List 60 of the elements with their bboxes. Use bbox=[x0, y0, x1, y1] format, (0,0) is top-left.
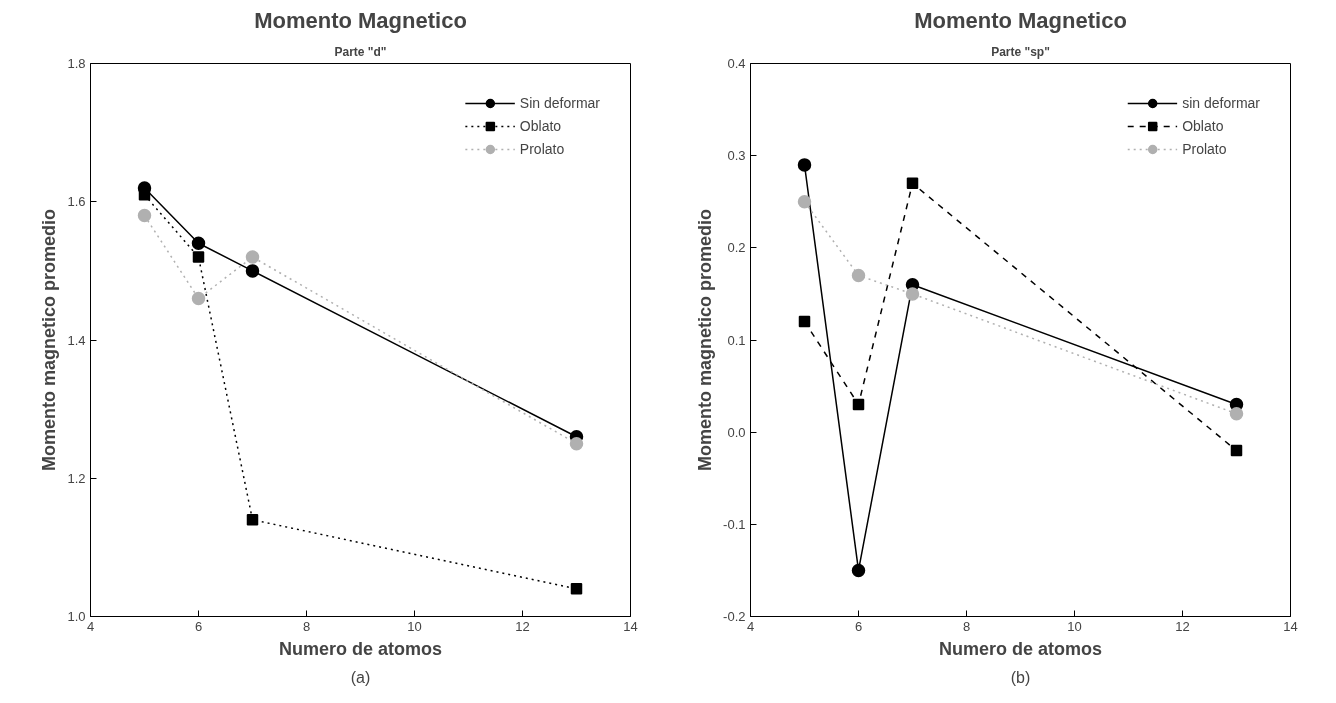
x-tick-label: 14 bbox=[623, 618, 638, 634]
point bbox=[138, 189, 151, 201]
y-tick-label: 1.4 bbox=[67, 332, 86, 348]
y-tick-label: 0.1 bbox=[727, 332, 746, 348]
chart-title: Momento Magnetico bbox=[254, 7, 467, 33]
point bbox=[851, 268, 866, 283]
y-tick-label: 1.8 bbox=[67, 56, 86, 71]
x-tick-label: 12 bbox=[1175, 618, 1190, 634]
point bbox=[797, 195, 812, 209]
y-axis-title: Momento magnetico promedio bbox=[695, 208, 716, 472]
point bbox=[246, 513, 259, 526]
text: (b) bbox=[1010, 668, 1031, 686]
point bbox=[191, 291, 206, 306]
y-tick-label: 0.0 bbox=[727, 424, 746, 440]
y-tick-label: 1.2 bbox=[67, 470, 86, 486]
point bbox=[192, 251, 205, 263]
legend-label: Sin deformar bbox=[519, 95, 600, 111]
point bbox=[852, 398, 865, 411]
x-tick-label: 10 bbox=[1067, 618, 1082, 634]
y-tick-label: -0.2 bbox=[723, 609, 746, 624]
legend-label: Prolato bbox=[519, 141, 565, 157]
legend-label: Oblato bbox=[519, 118, 562, 134]
x-tick-label: 6 bbox=[854, 618, 863, 634]
text: (a) bbox=[350, 668, 371, 686]
x-tick-label: 4 bbox=[746, 618, 755, 634]
point bbox=[1229, 407, 1244, 421]
y-tick-label: 0.3 bbox=[727, 148, 746, 164]
point bbox=[851, 563, 866, 578]
x-tick-label: 12 bbox=[515, 618, 530, 634]
y-tick-label: 1.6 bbox=[67, 194, 86, 210]
x-tick-label: 4 bbox=[86, 618, 95, 634]
x-axis-title: Numero de atomos bbox=[278, 638, 443, 659]
point bbox=[191, 236, 206, 250]
x-tick-label: 6 bbox=[194, 618, 203, 634]
y-tick-label: 0.2 bbox=[727, 240, 746, 256]
legend-label: Oblato bbox=[1182, 118, 1224, 134]
chart-subtitle: Parte "d" bbox=[334, 44, 387, 59]
x-axis-title: Numero de atomos bbox=[938, 638, 1103, 659]
x-tick-label: 8 bbox=[302, 618, 311, 634]
chart-subtitle: Parte "sp" bbox=[991, 44, 1050, 59]
point bbox=[245, 264, 260, 278]
x-tick-label: 8 bbox=[962, 618, 971, 634]
point bbox=[569, 436, 584, 451]
y-tick-label: 1.0 bbox=[67, 609, 86, 624]
point bbox=[570, 583, 583, 595]
point bbox=[245, 250, 260, 264]
y-tick-label: 0.4 bbox=[727, 56, 746, 71]
point bbox=[905, 287, 920, 301]
point bbox=[798, 315, 811, 328]
x-tick-label: 14 bbox=[1283, 618, 1298, 634]
point bbox=[1230, 444, 1243, 457]
y-axis-title: Momento magnetico promedio bbox=[39, 208, 60, 472]
legend-label: sin deformar bbox=[1182, 95, 1260, 111]
y-tick-label: -0.1 bbox=[723, 516, 746, 532]
point bbox=[906, 177, 919, 190]
chart-title: Momento Magnetico bbox=[914, 7, 1127, 33]
point bbox=[797, 158, 812, 172]
legend-label: Prolato bbox=[1182, 141, 1227, 157]
x-tick-label: 10 bbox=[407, 618, 422, 634]
point bbox=[137, 208, 152, 223]
